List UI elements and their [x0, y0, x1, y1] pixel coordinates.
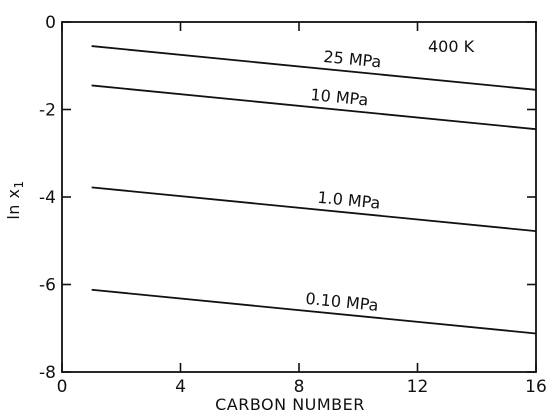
series-line	[91, 186, 537, 233]
y-tick-label: -2	[39, 101, 56, 121]
x-tick-label: 16	[525, 377, 547, 397]
x-tick-label: 0	[57, 377, 68, 397]
series-label: 1.0 MPa	[317, 188, 382, 213]
series-line	[91, 45, 537, 91]
series-label: 25 MPa	[323, 47, 383, 72]
x-axis-label: CARBON NUMBER	[215, 395, 365, 414]
y-tick-label: -4	[39, 188, 56, 208]
y-axis-label-main: ln x	[4, 189, 23, 220]
ticks	[61, 21, 537, 373]
x-tick-label: 4	[175, 377, 186, 397]
series-label: 10 MPa	[310, 85, 370, 110]
y-tick-label: -6	[39, 276, 56, 296]
annotation-temperature: 400 K	[428, 37, 475, 56]
x-tick-label: 12	[407, 377, 429, 397]
y-tick-label: 0	[45, 13, 56, 33]
series-line	[91, 288, 537, 335]
y-tick-label: -8	[39, 363, 56, 383]
plot-frame	[61, 21, 537, 373]
series-lines	[91, 45, 537, 335]
x-tick-label: 8	[294, 377, 305, 397]
series-line	[91, 84, 537, 131]
y-axis-label-subscript: 1	[12, 180, 26, 188]
tick-labels: 0 4 8 12 16 0 -2 -4 -6 -8	[39, 13, 547, 397]
y-axis-label: ln x1	[4, 180, 26, 219]
